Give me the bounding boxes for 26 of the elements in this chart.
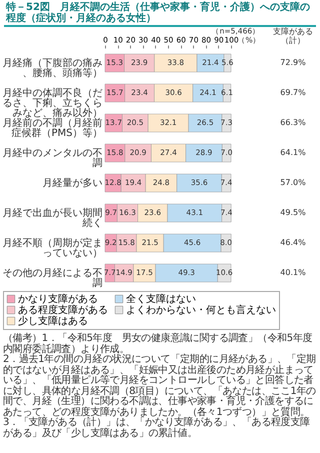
y2-tick-label: 64.1% xyxy=(280,148,306,157)
y-tick-label: 月経前の不調（月経前症候群（PMS）等） xyxy=(2,117,102,139)
chart-title: 特－52図 月経不調の生活（仕事や家事・育児・介護）への支障の程度（症状別・月経のある女性） xyxy=(4,2,316,27)
y-tick-label: 月経で出血が長い期間続く xyxy=(2,207,102,229)
y2-tick-label: 46.4% xyxy=(280,238,306,247)
y-tick-label: 月経不順（周期が定まっていない） xyxy=(2,237,102,259)
legend-label: ある程度支障がある xyxy=(18,304,108,316)
y-tick-label: 月経中の体調不良（だるさ、下痢、立ちくらみなど、痛み以外） xyxy=(2,87,102,119)
y2-tick-label: 40.1% xyxy=(280,268,306,277)
y-tick-label: 月経中のメンタルの不調 xyxy=(2,147,102,169)
legend-label: 少し支障はある xyxy=(18,315,88,327)
y2-axis-title: 支障がある（計） xyxy=(273,27,313,45)
text: （備考）1．「令和5年度 男女の健康意識に関する調査」（令和5年度内閣府委託調査）より作成。 xyxy=(3,333,312,354)
y2-tick-label: 57.0% xyxy=(280,178,306,187)
y-tick-label: 月経痛（下腹部の痛み、腰痛、頭痛等） xyxy=(2,57,102,79)
legend-label: かなり支障がある xyxy=(18,293,98,305)
y-tick-label: 月経量が多い xyxy=(42,177,102,189)
legend-label: よくわからない・何とも言えない xyxy=(126,304,276,316)
y-tick-label: その他の月経による不調 xyxy=(2,267,102,289)
y2-tick-label: 49.5% xyxy=(280,208,306,217)
y2-tick-label: 66.3% xyxy=(280,118,306,127)
legend-label: 全く支障はない xyxy=(126,293,196,305)
y2-tick-label: 72.9% xyxy=(280,58,306,67)
y2-tick-label: 69.7% xyxy=(280,88,306,97)
text: 3．「支障がある（計）」は、「かなり支障がある」、「ある程度支障がある」及び「少し支障はある」の累計値。 xyxy=(3,417,311,439)
text: 2．過去1年の間の月経の状況について「定期的に月経がある」、「定期的ではないが月経はある」、「妊娠中又は出産後のため月経が止まっている」、「低用量ピル等で月経をコントロールしている」と回答した者に対し、具体的な月経不調（8項目）について、「あなたは、ここ1年の間で、月経（生理）に関わる不調は、仕事や家事・育児・介護をするにあたって、どの程度支障がありましたか。（各々1つずつ）」と質問。 xyxy=(3,354,317,418)
